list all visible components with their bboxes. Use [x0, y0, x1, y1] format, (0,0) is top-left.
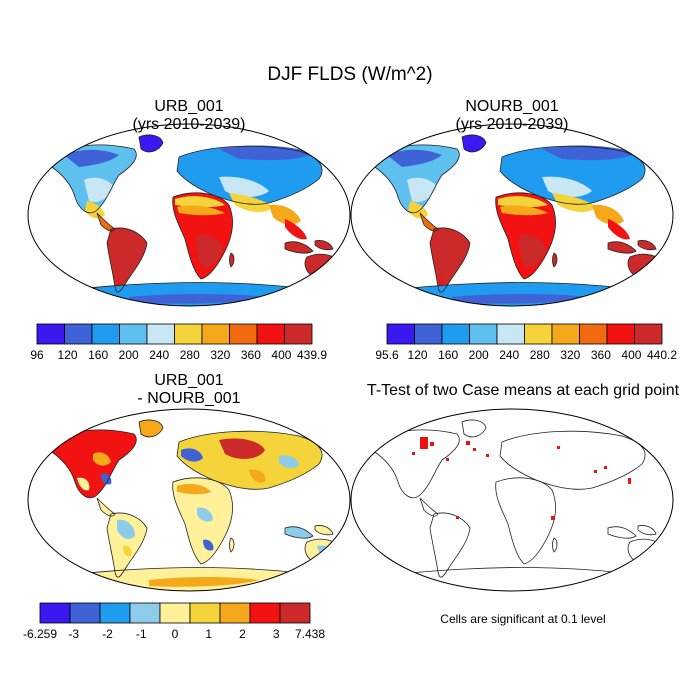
colorbar-swatch [189, 602, 221, 624]
colorbar-tick-label: 280 [530, 348, 550, 362]
colorbar-tick-label: 1 [205, 627, 212, 641]
colorbar-tick-label: 320 [210, 348, 230, 362]
colorbar-tick-label: 360 [591, 348, 611, 362]
colorbar-swatch [229, 323, 258, 345]
colorbar-swatch [279, 602, 311, 624]
colorbar-swatch [119, 323, 148, 345]
colorbar-swatch [201, 323, 230, 345]
panel-title-line1: URB_001 [154, 372, 224, 389]
colorbar-tick-label: 160 [438, 348, 458, 362]
colorbar-swatch [469, 323, 498, 345]
colorbar-swatch [69, 602, 101, 624]
colorbar-swatch [284, 323, 313, 345]
colorbar-swatch [39, 602, 71, 624]
colorbars: 96 120 160 200 240 280 320 360 400 439.9 95.6 120 16… [23, 323, 677, 641]
colorbar-tick-label: 400 [621, 348, 641, 362]
colorbar-tick-label: 200 [469, 348, 489, 362]
colorbar-tick-label: 160 [88, 348, 108, 362]
colorbar-tick-label: -1 [136, 627, 147, 641]
colorbar-difference: -6.259 -3 -2 -1 0 1 2 3 7.438 [23, 602, 325, 641]
panel-title-difference: URB_001 - NOURB_001 [30, 372, 348, 408]
colorbar-swatch [64, 323, 93, 345]
colorbar-swatch [129, 602, 161, 624]
colorbar-tick-label: 120 [58, 348, 78, 362]
panel-title-line1: NOURB_001 [465, 98, 559, 115]
colorbar-swatch [386, 323, 415, 345]
colorbar-tick-label: 280 [180, 348, 200, 362]
colorbar-urb: 96 120 160 200 240 280 320 360 400 439.9 [30, 323, 327, 362]
panel-title-line1: URB_001 [154, 98, 224, 115]
colorbar-tick-label: 95.6 [375, 348, 399, 362]
colorbar-swatch [606, 323, 635, 345]
colorbar-tick-label: -6.259 [23, 627, 57, 641]
panel-title-ttest: T-Test of two Case means at each grid po… [353, 382, 693, 400]
colorbar-tick-label: -3 [68, 627, 79, 641]
map-panel-difference [27, 408, 351, 592]
colorbar-tick-label: 2 [239, 627, 246, 641]
map-panel-ttest [350, 408, 674, 592]
colorbar-tick-label: 240 [149, 348, 169, 362]
colorbar-swatch [159, 602, 191, 624]
colorbar-swatch [414, 323, 443, 345]
significance-note: Cells are significant at 0.1 level [440, 612, 606, 626]
colorbar-tick-label: 200 [119, 348, 139, 362]
colorbar-tick-label: 120 [408, 348, 428, 362]
map-panel-urb [27, 123, 351, 307]
map-panel-nourb [350, 123, 674, 307]
colorbar-tick-label: 96 [30, 348, 44, 362]
colorbar-tick-label: 320 [560, 348, 580, 362]
colorbar-swatch [634, 323, 663, 345]
colorbar-swatch [524, 323, 553, 345]
colorbar-swatch [146, 323, 175, 345]
colorbar-swatch [219, 602, 251, 624]
colorbar-tick-label: 0 [172, 627, 179, 641]
colorbar-tick-label: -2 [102, 627, 113, 641]
colorbar-swatch [249, 602, 281, 624]
panel-title-line1: T-Test of two Case means at each grid po… [366, 382, 680, 399]
colorbar-swatch [99, 602, 131, 624]
colorbar-swatch [91, 323, 120, 345]
colorbar-tick-label: 7.438 [295, 627, 325, 641]
figure-title: DJF FLDS (W/m^2) [267, 64, 433, 85]
significant-cells [412, 437, 631, 520]
colorbar-swatch [256, 323, 285, 345]
colorbar-tick-label: 440.2 [647, 348, 677, 362]
colorbar-nourb: 95.6 120 160 200 240 280 320 360 400 440.2 [375, 323, 677, 362]
colorbar-swatch [496, 323, 525, 345]
panel-title-line2: - NOURB_001 [137, 390, 241, 407]
colorbar-tick-label: 360 [241, 348, 261, 362]
colorbar-swatch [174, 323, 203, 345]
colorbar-tick-label: 240 [499, 348, 519, 362]
colorbar-tick-label: 400 [271, 348, 291, 362]
colorbar-tick-label: 439.9 [297, 348, 327, 362]
colorbar-swatch [579, 323, 608, 345]
colorbar-tick-label: 3 [273, 627, 280, 641]
colorbar-swatch [551, 323, 580, 345]
colorbar-swatch [36, 323, 65, 345]
colorbar-swatch [441, 323, 470, 345]
